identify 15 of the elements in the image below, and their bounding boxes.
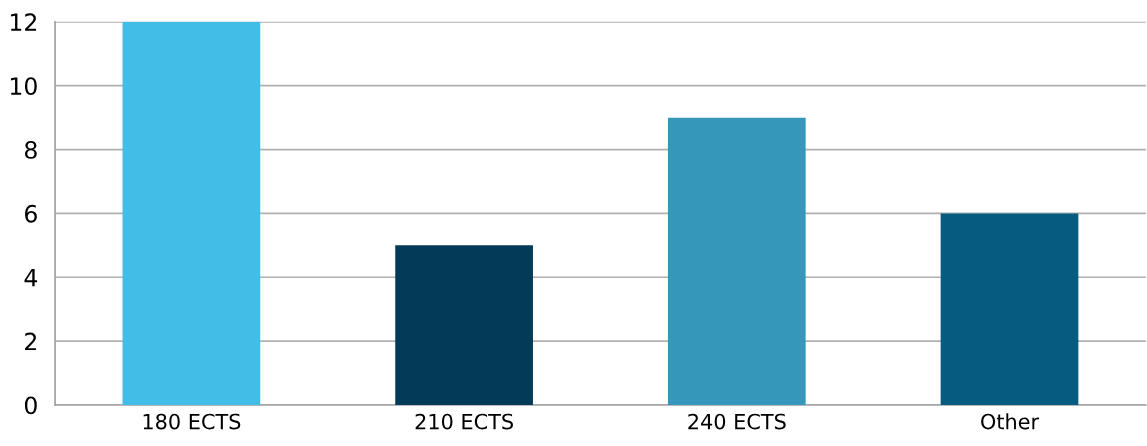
y-tick-label: 6 [25,204,37,223]
y-tick-label: 2 [25,332,37,351]
bar [395,245,533,405]
x-tick-label: Other [981,413,1040,430]
x-tick-label: 180 ECTS [143,413,241,430]
y-tick-label: 0 [24,396,37,415]
bar [667,117,806,405]
bar [122,21,261,405]
y-tick-label: 8 [24,141,37,159]
y-tick-label: 4 [24,269,38,287]
y-tick-label: 12 [10,13,37,31]
x-tick-label: 210 ECTS [415,413,513,430]
x-tick-label: 240 ECTS [688,413,786,430]
bar [940,213,1079,405]
y-tick-label: 10 [10,77,37,96]
